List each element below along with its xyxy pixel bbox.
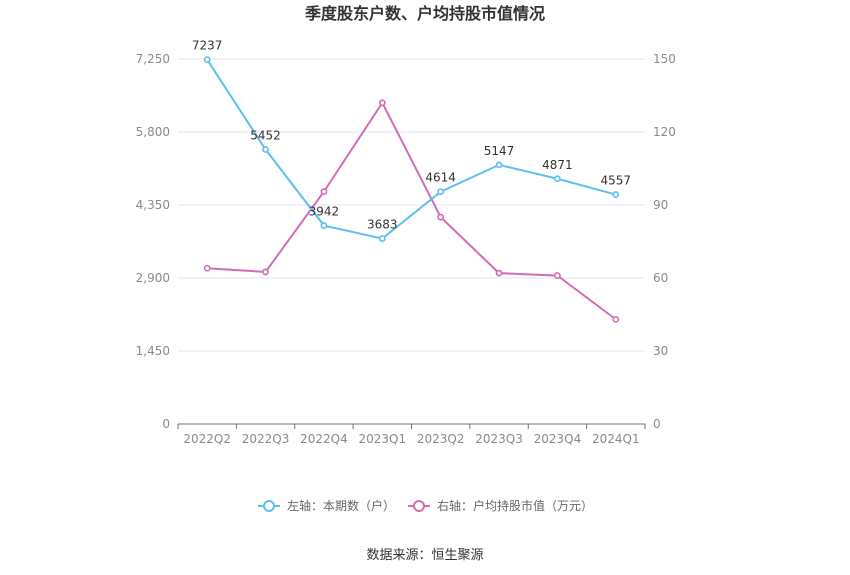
left-tick-label: 1,450: [136, 344, 170, 358]
data-source: 数据来源：恒生聚源: [366, 548, 483, 563]
right-tick-label: 120: [653, 125, 676, 139]
data-label: 3683: [367, 218, 398, 232]
series-avg-value: [203, 99, 620, 323]
x-tick-label: 2023Q4: [534, 432, 582, 446]
x-tick-label: 2023Q3: [475, 432, 523, 446]
x-tick-label: 2024Q1: [592, 432, 640, 446]
x-tick-label: 2023Q1: [359, 432, 407, 446]
series: 7237 5452 3942 3683 4614 5147 4871 4557: [192, 39, 631, 323]
left-tick-label: 4,350: [136, 198, 170, 212]
left-axis-ticks: 0 1,450 2,900 4,350 5,800 7,250: [136, 52, 170, 431]
data-point: [320, 222, 328, 229]
right-tick-label: 30: [653, 344, 668, 358]
x-tick-label: 2023Q2: [417, 432, 465, 446]
data-point: [554, 272, 561, 279]
chart-title: 季度股东户数、户均持股市值情况: [304, 4, 545, 23]
right-tick-label: 60: [653, 271, 668, 285]
x-tick-label: 2022Q3: [242, 432, 290, 446]
series-holders: 7237 5452 3942 3683 4614 5147 4871 4557: [192, 39, 631, 242]
legend-label: 右轴：户均持股市值（万元）: [437, 498, 593, 513]
data-label: 7237: [192, 39, 223, 53]
data-point: [320, 188, 328, 196]
legend[interactable]: 左轴：本期数（户） 右轴：户均持股市值（万元）: [258, 498, 593, 513]
data-point: [437, 188, 445, 196]
data-label: 4557: [601, 174, 632, 188]
data-label: 5452: [250, 129, 281, 143]
data-point: [203, 264, 211, 272]
x-axis: 2022Q2 2022Q3 2022Q4 2023Q1 2023Q2 2023Q3 2023…: [177, 423, 646, 446]
left-tick-label: 7,250: [136, 52, 170, 66]
data-label: 5147: [484, 144, 515, 158]
data-point: [378, 235, 386, 242]
data-point: [612, 315, 620, 323]
data-label: 3942: [309, 205, 340, 219]
series-line: [207, 100, 617, 321]
right-tick-label: 90: [653, 198, 668, 212]
data-point: [437, 213, 445, 221]
left-tick-label: 5,800: [136, 125, 170, 139]
legend-label: 左轴：本期数（户）: [287, 498, 395, 513]
left-tick-label: 0: [162, 417, 170, 431]
data-point: [612, 191, 620, 198]
grid: [178, 58, 645, 352]
x-tick-label: 2022Q4: [300, 432, 348, 446]
data-label: 4614: [425, 171, 456, 185]
data-point: [203, 56, 211, 64]
right-tick-label: 0: [653, 417, 661, 431]
data-point: [262, 268, 269, 276]
series-line: [206, 59, 617, 240]
legend-item[interactable]: 左轴：本期数（户）: [258, 498, 395, 513]
x-tick-label: 2022Q2: [183, 432, 231, 446]
data-point: [495, 161, 503, 169]
right-tick-label: 150: [653, 52, 676, 66]
legend-marker-icon: [413, 500, 425, 512]
left-tick-label: 2,900: [136, 271, 170, 285]
data-label: 4871: [542, 158, 573, 172]
data-point: [378, 99, 386, 107]
right-axis-ticks: 0 30 60 90 120 150: [653, 52, 676, 431]
legend-item[interactable]: 右轴：户均持股市值（万元）: [408, 498, 593, 513]
legend-marker-icon: [263, 500, 275, 512]
data-point: [554, 175, 561, 183]
data-point: [495, 269, 503, 277]
data-point: [262, 146, 269, 153]
